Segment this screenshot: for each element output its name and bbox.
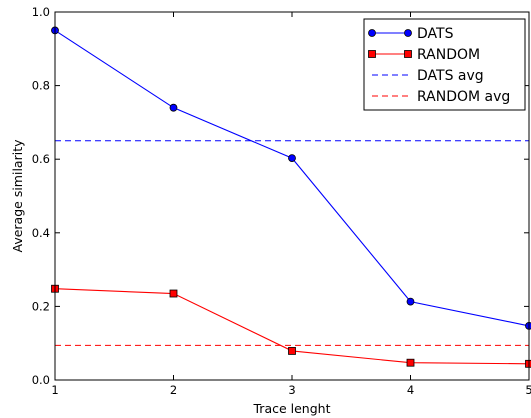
data-point-random <box>288 347 296 355</box>
legend-marker-random <box>368 50 376 58</box>
x-tick-label: 2 <box>170 383 177 397</box>
x-tick-label: 4 <box>407 383 414 397</box>
legend-label-dats-avg: DATS avg <box>417 68 484 84</box>
data-point-random <box>406 358 415 367</box>
y-tick-label: 0.2 <box>32 299 50 313</box>
data-point-random <box>169 289 178 298</box>
data-point-dats <box>406 297 415 306</box>
y-tick-label: 0.6 <box>32 152 50 166</box>
data-point-dats <box>525 322 531 330</box>
x-axis-label: Trace lenght <box>253 401 331 416</box>
y-tick-label: 0.0 <box>32 373 50 387</box>
legend-marker-dats <box>368 29 376 37</box>
legend-label-dats: DATS <box>417 26 454 42</box>
legend-marker-dats <box>404 29 412 37</box>
legend: DATS RANDOM DATS avg RANDOM avg <box>363 18 526 111</box>
y-axis-label: Average similarity <box>10 139 25 253</box>
x-tick-label: 1 <box>51 383 58 397</box>
y-tick-label: 0.8 <box>32 79 50 93</box>
y-tick-label: 1.0 <box>32 5 50 19</box>
axes-layer: 1 2 3 4 5 0.0 0.2 0.4 0.6 0.8 1.0 <box>32 5 531 397</box>
legend-marker-random <box>404 50 412 58</box>
legend-label-random: RANDOM <box>417 47 480 63</box>
y-tick-label: 0.4 <box>32 226 50 240</box>
legend-label-random-avg: RANDOM avg <box>417 89 510 105</box>
legend-box <box>363 18 526 111</box>
x-tick-label: 5 <box>525 383 531 397</box>
x-tick-label: 3 <box>288 383 295 397</box>
data-point-random <box>525 359 531 368</box>
data-point-dats <box>169 103 178 112</box>
data-point-dats <box>288 154 296 162</box>
